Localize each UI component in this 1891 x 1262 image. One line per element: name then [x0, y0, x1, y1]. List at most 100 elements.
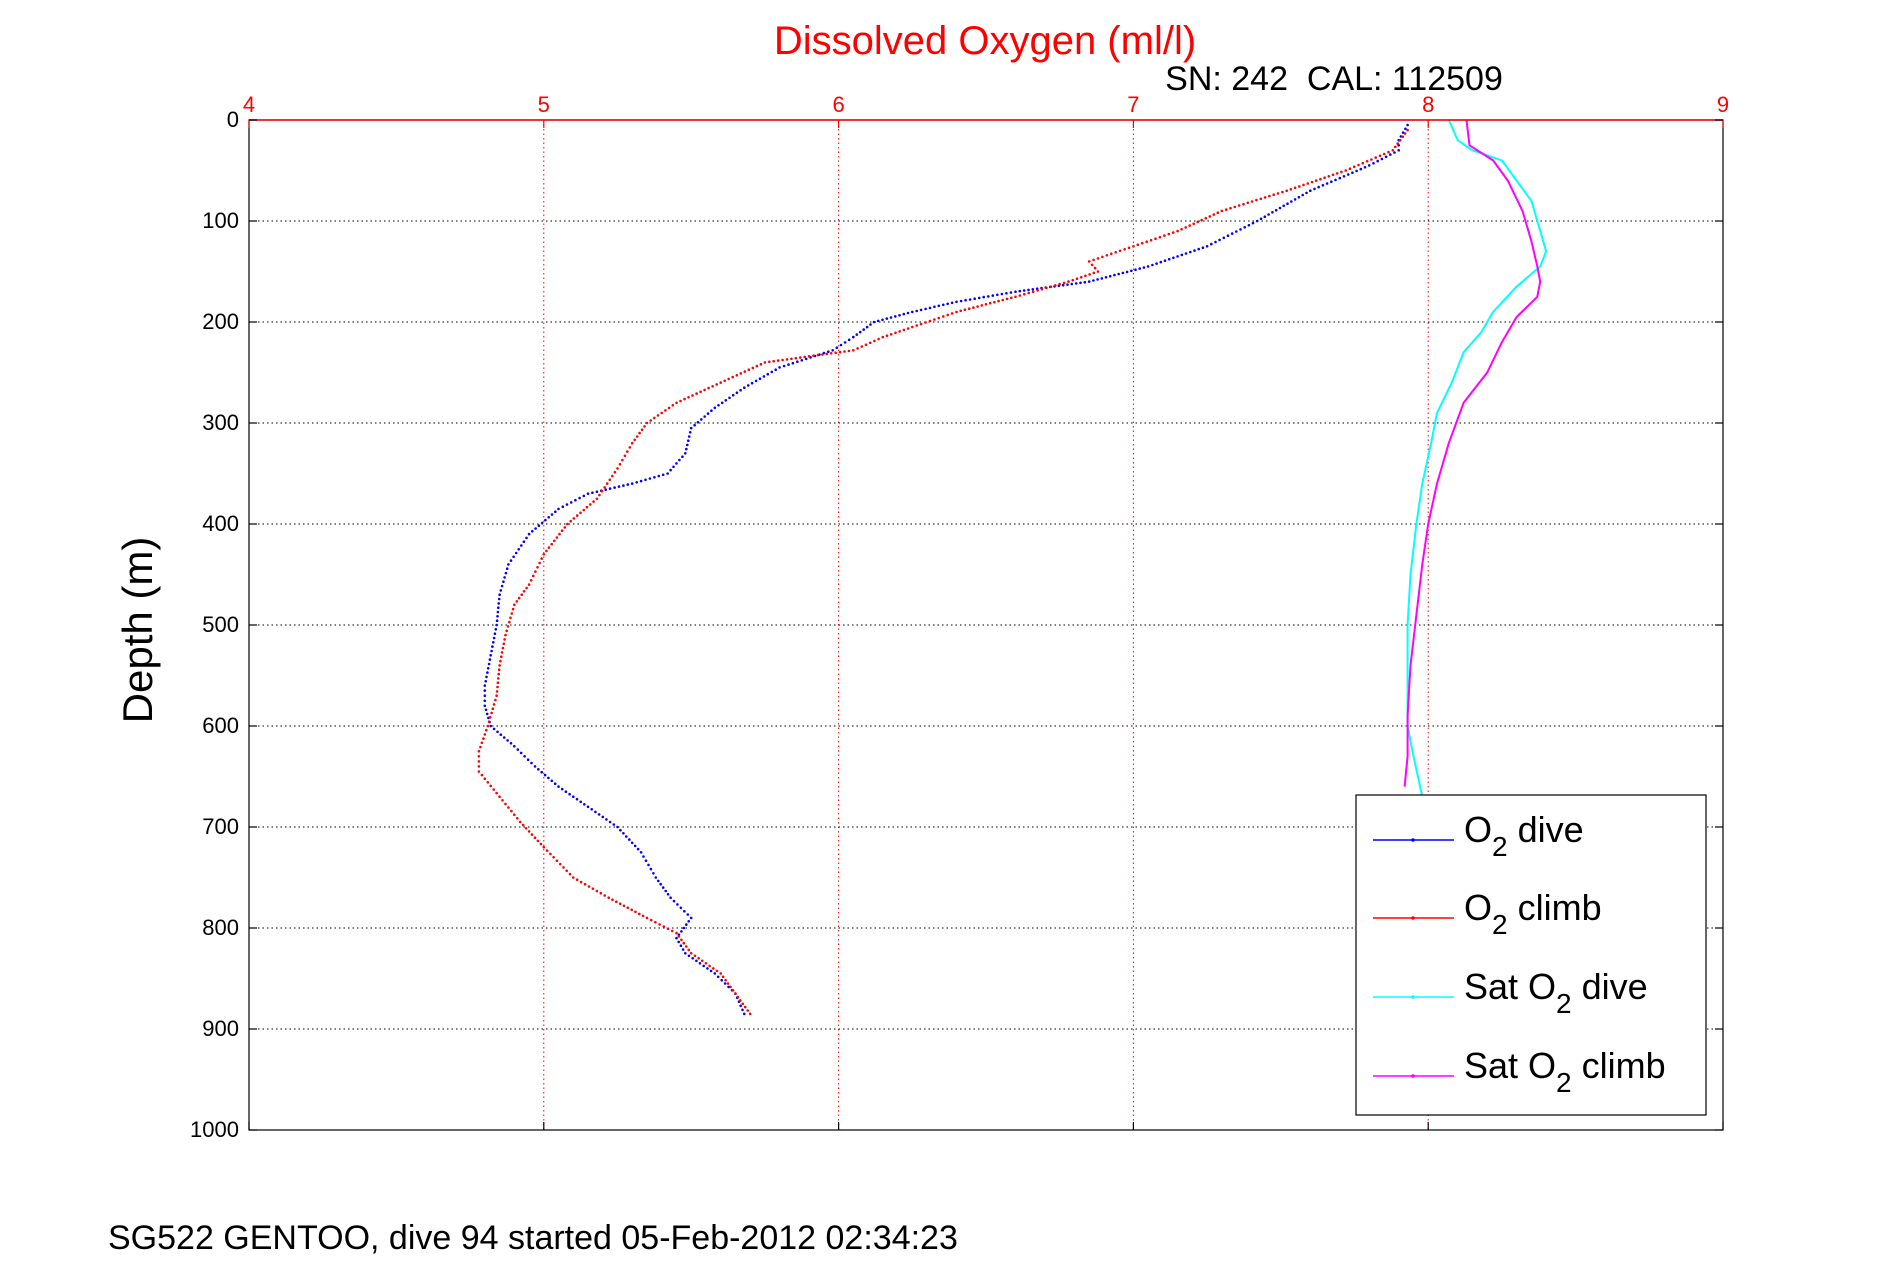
data-point [977, 296, 981, 300]
data-point [517, 548, 520, 551]
data-point [1167, 232, 1171, 236]
data-point [569, 519, 572, 523]
data-point [1344, 169, 1347, 172]
data-point [540, 770, 543, 774]
data-point [560, 529, 564, 532]
data-point [594, 810, 597, 814]
data-point [928, 306, 932, 310]
data-point [527, 583, 531, 586]
data-point [1387, 150, 1390, 154]
data-point [687, 920, 690, 923]
data-point [1018, 294, 1022, 297]
data-point [495, 619, 499, 622]
data-point [1205, 245, 1209, 248]
data-point [1014, 295, 1017, 299]
data-point [704, 962, 708, 965]
data-point [877, 337, 880, 341]
data-point [1331, 173, 1335, 177]
data-point [497, 597, 501, 601]
data-point [1010, 296, 1013, 300]
data-point [1259, 217, 1263, 221]
data-point [1105, 254, 1109, 257]
data-point [495, 694, 498, 697]
data-point [1271, 211, 1274, 214]
data-point [885, 317, 889, 320]
data-point [504, 802, 507, 806]
data-point [497, 677, 500, 680]
data-point [713, 406, 717, 410]
data-point [776, 359, 780, 362]
data-point [928, 319, 932, 323]
data-point [579, 800, 582, 804]
data-point [586, 492, 590, 496]
data-point [569, 501, 573, 504]
data-point [860, 345, 864, 348]
data-point [1114, 251, 1117, 254]
data-point [1293, 186, 1297, 190]
data-point [698, 962, 702, 965]
data-point [1083, 280, 1087, 284]
data-point [933, 318, 936, 321]
data-point [639, 851, 643, 854]
data-point [522, 590, 526, 593]
data-point [1297, 195, 1301, 199]
data-point [876, 319, 880, 323]
data-point [685, 945, 688, 948]
data-point [484, 708, 488, 712]
data-point [762, 375, 766, 378]
data-point [1092, 258, 1095, 262]
data-point [565, 503, 569, 506]
data-point [510, 809, 513, 813]
data-point [516, 748, 520, 751]
data-point [1272, 193, 1275, 196]
data-point [1342, 175, 1346, 178]
data-point [720, 978, 723, 982]
data-point [1096, 257, 1100, 260]
data-point [1301, 193, 1304, 197]
data-point [639, 479, 643, 483]
data-point [503, 576, 506, 579]
data-point [706, 412, 710, 415]
data-point [505, 567, 509, 570]
data-point [1118, 249, 1122, 253]
data-point [1276, 192, 1280, 195]
data-point [1396, 142, 1399, 145]
data-point [743, 386, 746, 390]
x-tick-label: 9 [1717, 92, 1729, 117]
data-point [1031, 290, 1035, 294]
data-point [1096, 278, 1099, 281]
data-point [619, 828, 622, 832]
data-point [1335, 172, 1339, 175]
data-point [933, 305, 936, 309]
data-point [1293, 198, 1297, 201]
data-point [533, 836, 537, 839]
data-point [508, 620, 511, 624]
data-point [519, 751, 523, 755]
data-point [790, 357, 793, 361]
data-point [1389, 153, 1392, 156]
data-point [486, 781, 490, 784]
data-point [493, 632, 497, 635]
data-point [739, 388, 742, 392]
data-point [649, 419, 652, 422]
data-point [543, 773, 547, 777]
data-point [545, 549, 548, 553]
data-point [499, 659, 502, 663]
data-point [633, 438, 636, 442]
data-point [480, 741, 484, 745]
data-point [1216, 211, 1220, 214]
data-point [520, 544, 523, 547]
data-point [968, 298, 972, 301]
y-tick-label: 200 [202, 309, 239, 334]
legend-label-main: Sat O [1464, 966, 1556, 1007]
data-point [693, 954, 697, 958]
data-point [1286, 202, 1289, 205]
data-point [513, 744, 516, 748]
data-point [735, 374, 739, 377]
data-point [852, 349, 855, 352]
data-point [728, 396, 731, 400]
data-point [591, 491, 594, 495]
data-point [743, 370, 747, 373]
chart-title: Dissolved Oxygen (ml/l) [774, 19, 1196, 63]
data-point [924, 307, 927, 311]
